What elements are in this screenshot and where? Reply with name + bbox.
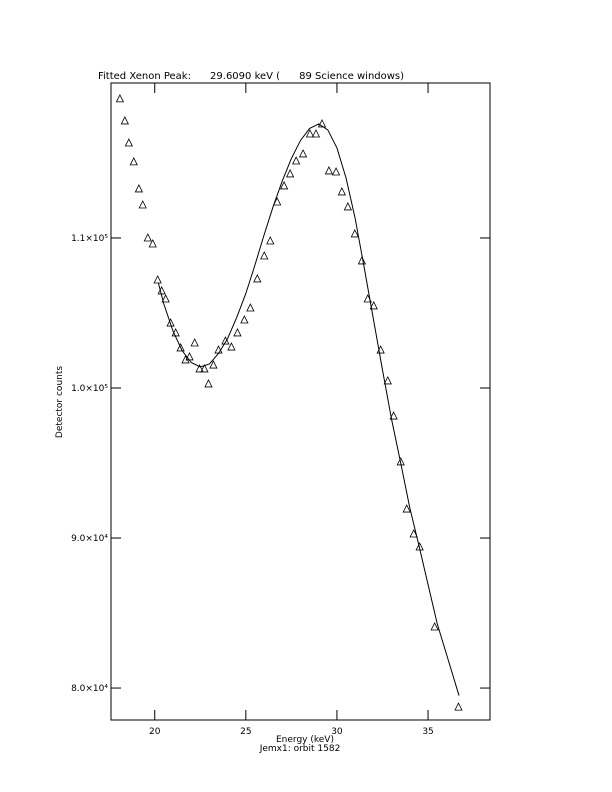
data-point (227, 342, 236, 351)
chart-title: Fitted Xenon Peak: 29.6090 keV ( 89 Scie… (98, 71, 404, 82)
y-tick-label: 9.0×10⁴ (71, 534, 108, 544)
data-point (124, 138, 134, 147)
data-point (454, 702, 463, 711)
data-point (317, 119, 327, 128)
data-point (324, 166, 334, 175)
data-point (176, 343, 185, 352)
data-point (343, 202, 353, 211)
data-point (430, 622, 439, 631)
x-tick-label: 35 (422, 727, 433, 737)
data-point (120, 116, 129, 125)
data-point (200, 364, 209, 373)
data-point (209, 360, 218, 369)
data-point (204, 379, 213, 388)
fit-line (157, 123, 460, 696)
data-point (357, 256, 367, 265)
data-point (260, 251, 269, 260)
data-point (161, 294, 170, 303)
data-point (389, 411, 398, 420)
data-point (221, 336, 230, 345)
data-point (331, 167, 341, 176)
x-tick-label: 25 (240, 727, 251, 737)
data-point (305, 129, 315, 138)
x-tick-label: 20 (149, 727, 161, 737)
data-point (298, 149, 308, 158)
data-point (233, 328, 242, 337)
y-tick-label: 8.0×10⁴ (71, 684, 108, 694)
x-tick-label: 30 (331, 727, 343, 737)
data-point (134, 184, 144, 193)
data-point (253, 274, 262, 283)
data-point (369, 301, 378, 310)
subtitle: Jemx1: orbit 1582 (259, 744, 341, 754)
data-point (148, 239, 157, 248)
data-point (291, 156, 301, 165)
data-point (181, 355, 190, 364)
data-point (311, 129, 321, 138)
data-point (337, 187, 347, 196)
y-tick-label: 1.1×10⁵ (71, 234, 108, 244)
data-point (153, 275, 162, 284)
data-point (285, 169, 295, 178)
data-point (166, 318, 175, 327)
data-point (383, 376, 392, 385)
y-tick-label: 1.0×10⁵ (71, 384, 108, 394)
data-point (190, 338, 199, 347)
data-point (266, 236, 275, 245)
data-point (195, 364, 204, 373)
data-point (129, 157, 138, 166)
data-point (240, 315, 249, 324)
data-point (143, 233, 152, 242)
plot-frame (110, 82, 491, 721)
data-point (409, 529, 418, 538)
y-axis-label: Detector counts (55, 366, 65, 438)
data-point (115, 94, 125, 103)
x-axis-label: Energy (keV) (276, 735, 334, 745)
data-point (138, 200, 147, 209)
data-point (246, 303, 255, 312)
data-point (350, 229, 359, 238)
data-point (279, 181, 289, 190)
data-point (402, 504, 411, 513)
